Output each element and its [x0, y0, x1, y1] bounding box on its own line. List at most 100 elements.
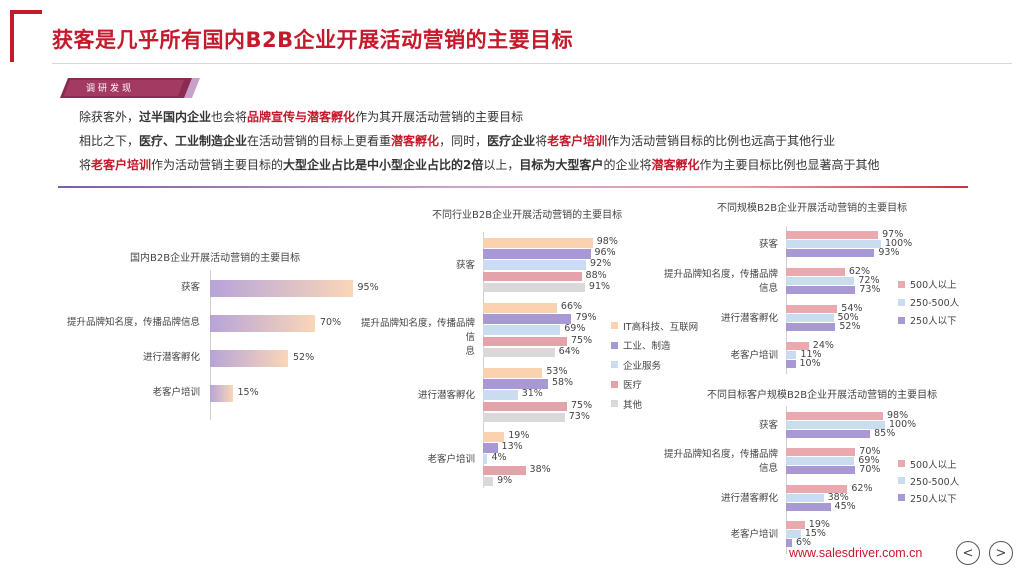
bar [483, 347, 555, 358]
summary-segment: 潜客孵化 [391, 134, 440, 148]
category-label: 进行潜客孵化 [720, 312, 778, 324]
bar [483, 465, 526, 476]
chart-title: 国内B2B企业开展活动营销的主要目标 [130, 253, 301, 264]
corner-decoration [10, 10, 42, 62]
bar [786, 240, 881, 248]
bar [483, 379, 548, 389]
legend: 500人以上 250-500人 250人以下 [898, 275, 959, 329]
value-label: 62% [848, 266, 871, 277]
next-page-button[interactable]: > [989, 541, 1013, 565]
legend-item: 250人以下 [898, 311, 959, 329]
summary-segment: 医疗、工业制造企业 [139, 134, 248, 148]
bar [483, 476, 494, 487]
value-label: 85% [874, 428, 896, 439]
value-label: 11% [800, 349, 822, 360]
value-label: 62% [851, 483, 873, 494]
legend-swatch [898, 316, 905, 324]
legend-label: 500人以上 [910, 280, 957, 291]
value-label: 4% [491, 452, 507, 464]
value-label: 38% [529, 463, 551, 475]
value-label: 97% [882, 229, 904, 240]
value-label: 70% [859, 464, 881, 475]
category-label: 老客户培训 [427, 454, 475, 465]
value-label: 72% [858, 275, 880, 286]
bar [483, 303, 557, 313]
value-label: 70% [320, 317, 342, 328]
value-label: 100% [889, 419, 917, 430]
legend-label: 工业、制造 [623, 341, 671, 353]
category-label: 老客户培训 [152, 387, 200, 398]
summary-segment: 相比之下， [79, 134, 140, 148]
chart-title: 不同规模B2B企业开展活动营销的主要目标 [717, 203, 908, 214]
bar [786, 457, 855, 465]
value-label: 88% [585, 269, 607, 281]
value-label: 45% [834, 501, 856, 512]
value-label: 19% [508, 430, 530, 441]
value-label: 53% [546, 366, 568, 377]
title-divider [52, 63, 1012, 64]
value-label: 95% [357, 282, 379, 293]
summary-segment: 将 [535, 134, 548, 148]
value-label: 64% [558, 345, 580, 357]
bar [483, 238, 593, 248]
bar [786, 421, 885, 429]
bar [483, 260, 587, 270]
category-label: 获客 [455, 260, 475, 271]
bar [786, 494, 824, 502]
summary-line: 将老客户培训作为活动营销主要目标的大型企业占比是中小型企业占比的2倍以上，目标为… [79, 153, 879, 177]
value-label: 73% [568, 410, 590, 422]
bar [786, 412, 884, 420]
bar [483, 412, 565, 423]
chart-axis [786, 226, 787, 374]
category-label: 获客 [758, 238, 778, 250]
summary-segment: 作为主要目标比例也显著高于其他 [699, 158, 880, 172]
legend-item: 500人以上 [898, 275, 959, 293]
value-label: 98% [596, 236, 618, 247]
summary-segment: 品牌宣传与潜客孵化 [247, 110, 356, 124]
bar [786, 268, 845, 276]
legend-label: IT高科技、互联网 [623, 321, 699, 333]
legend-item: 250人以下 [898, 489, 959, 506]
bar [786, 314, 834, 322]
value-label: 52% [839, 321, 861, 332]
prev-page-button[interactable]: < [956, 541, 980, 565]
value-label: 98% [887, 410, 909, 421]
legend-swatch [611, 341, 618, 349]
section-tag: 调研发现 [60, 78, 200, 98]
summary-segment: 的企业将 [603, 158, 652, 172]
bar [483, 443, 498, 453]
value-label: 69% [564, 323, 586, 335]
value-label: 75% [571, 334, 593, 346]
value-label: 96% [594, 247, 616, 259]
value-label: 66% [560, 301, 583, 312]
legend-label: 250-500人 [910, 476, 960, 488]
summary-segment: 以上， [483, 158, 520, 172]
value-label: 9% [497, 474, 513, 486]
bar [786, 351, 797, 359]
category-label: 提升品牌知名度，传播品牌信息 [360, 318, 475, 357]
category-label: 提升品牌知名度，传播品牌信息 [663, 268, 778, 294]
legend-label: 250-500人 [910, 298, 960, 309]
summary-segment: 老客户培训 [547, 134, 608, 148]
bar [483, 325, 561, 335]
legend-label: 500人以上 [910, 459, 957, 471]
bar [483, 282, 585, 293]
bar [786, 286, 856, 294]
legend-item: 250-500人 [898, 472, 959, 489]
chevron-left-icon: < [962, 545, 974, 561]
legend-label: 医疗 [623, 380, 643, 392]
legend-label: 250人以下 [910, 316, 957, 327]
legend-swatch [611, 361, 618, 369]
legend-swatch [898, 298, 905, 306]
bar [483, 271, 582, 282]
legend-label: 250人以下 [910, 493, 957, 505]
summary-segment: 作为其开展活动营销的主要目标 [355, 110, 524, 124]
value-label: 75% [571, 399, 593, 411]
bar [786, 323, 836, 331]
bar [483, 454, 488, 464]
bar [483, 314, 572, 324]
bar [786, 448, 856, 456]
legend-swatch [611, 380, 618, 388]
website-link[interactable]: www.salesdriver.com.cn [789, 546, 923, 560]
category-label: 提升品牌知名度，传播品牌信息 [663, 448, 778, 474]
